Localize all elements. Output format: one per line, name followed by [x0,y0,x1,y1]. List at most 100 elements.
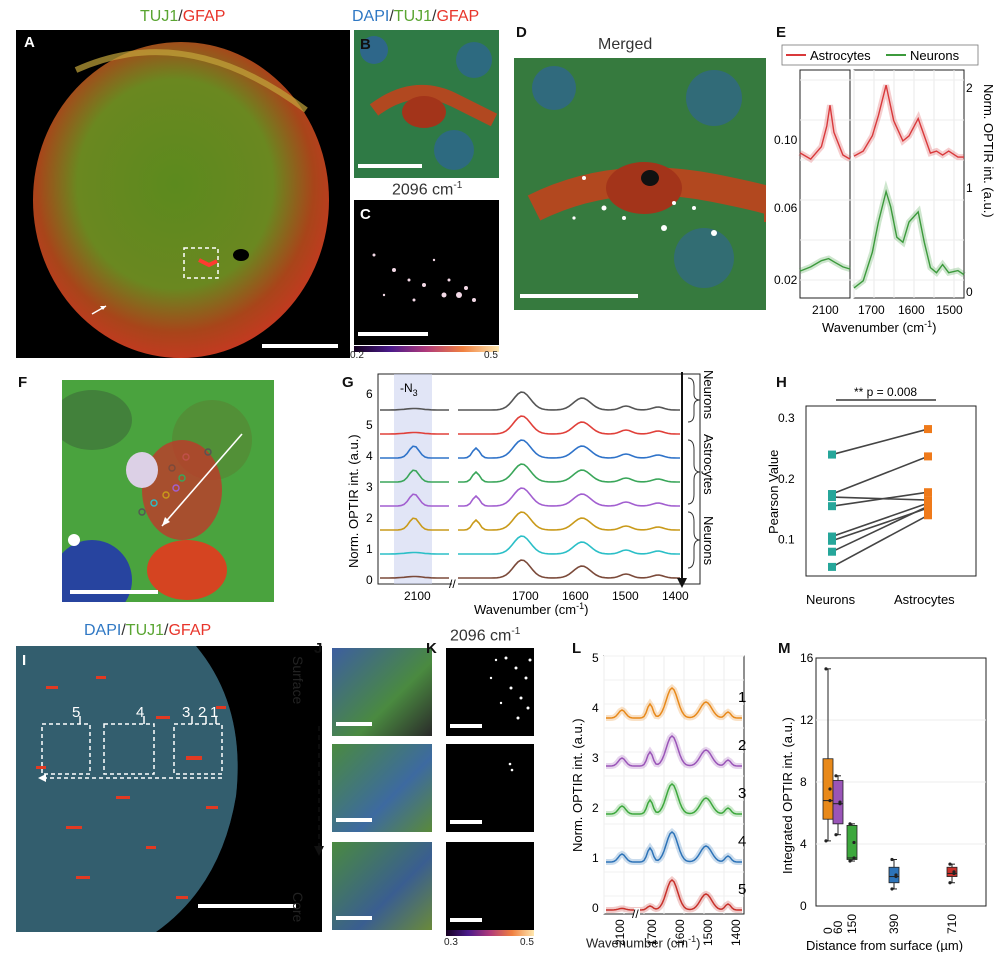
ytick-e-left-0: 0.10 [774,133,798,147]
point-3-3 [894,873,898,877]
ytick-m-8: 8 [800,775,807,789]
colorbar-k [446,930,534,936]
spectrum-5-n3 [380,445,449,459]
ytick-e-left-2: 0.02 [774,273,798,287]
ytick-l-4: 4 [592,701,599,715]
trace-label-4: 4 [738,833,746,850]
panel-k-image-middle [446,744,534,832]
unit-superscript: -1 [511,626,521,637]
boxes-m [822,667,958,891]
scale-bar [262,344,338,348]
panel-k-image-core [446,842,534,930]
point-2-0 [848,859,852,863]
xtick-m-710: 710 [945,914,959,934]
ytick-g-2: 2 [366,511,373,525]
spectrum-1-n3 [380,551,449,555]
stain-tuj1: TUJ1 [140,8,179,25]
panel-letter-i: I [22,652,27,669]
panel-c-title: 2096 cm-1 [392,180,462,199]
point-4-0 [948,881,952,885]
scale-bar [358,332,428,336]
group-label-neurons-top: Neurons [701,370,716,420]
merged-image-d [514,58,766,310]
xtick-g-3: 1500 [612,589,639,603]
ytick-l-1: 1 [592,851,599,865]
panel-letter-j: J [314,640,323,657]
spectrum-7-n3 [380,407,449,411]
panel-letter-h: H [776,374,787,391]
xlabel-e: Wavenumber (cm-1) [822,319,936,335]
xtick-l-1: 1700 [645,919,659,946]
stain-sep: / [164,622,169,639]
panel-letter-e: E [776,24,787,41]
ylabel-m: Integrated OPTIR int. (a.u.) [780,717,795,874]
unit-superscript: -1 [453,180,463,191]
colorbar-min: 0.3 [444,937,458,948]
roi-label-1: 1 [210,704,219,721]
point-neurons-2 [828,493,836,502]
pair-line-3 [831,491,929,507]
ytick-h-0: 0.3 [778,411,795,425]
panel-k-image-surface [446,648,534,736]
ytick-e-left-1: 0.06 [774,201,798,215]
axis-break-bg [634,908,640,918]
ytick-m-0: 0 [800,899,807,913]
point-3-2 [890,857,894,862]
frame-h [805,405,977,577]
xtick-g-1: 1700 [512,589,539,603]
scale-bar [336,722,372,726]
xtick-e-3: 1500 [936,303,963,317]
band-0-right [852,84,964,161]
line-1-left [799,257,851,272]
panel-a-stain-label: TUJ1/GFAP [140,8,225,26]
stain-dapi: DAPI [84,622,122,639]
colorbar-max: 0.5 [520,937,534,948]
ytick-m-12: 12 [800,713,814,727]
xlabel-m: Distance from surface (µm) [806,938,963,952]
ytick-h-2: 0.1 [778,533,795,547]
ylabel-l: Norm. OPTIR int. (a.u.) [570,718,585,852]
panel-k-title: 2096 cm-1 [450,626,520,645]
yticks-h: 0.3 0.2 0.1 [778,411,795,546]
panel-b-image: B [354,30,499,178]
grid-l [603,655,744,914]
ytick-m-16: 16 [800,652,814,665]
point-neurons-7 [828,562,836,571]
scale-bar [450,724,482,728]
pair-line-6 [831,505,929,553]
point-neurons-0 [828,450,836,459]
surface-core-axis [314,726,324,856]
xtick-e-2: 1600 [898,303,925,317]
point-astrocytes-6 [924,502,932,511]
ytick-m-4: 4 [800,837,807,851]
pair-line-0 [831,428,929,456]
point-neurons-6 [828,547,836,556]
colorbar-c [354,346,499,352]
spectrum-l-2 [606,782,742,815]
scale-bar [520,294,638,298]
point-neurons-3 [828,502,836,511]
panel-d-title: Merged [598,36,653,53]
panel-letter-f: F [18,374,28,391]
ytick-e-right-1: 1 [966,181,973,195]
point-2-1 [852,856,856,860]
tissue-section-a [33,42,329,358]
spectrum-4-n3 [380,469,449,483]
colorbar-max: 0.5 [484,350,498,361]
group-label-neurons-bottom: Neurons [701,516,716,566]
xtick-e-1: 1700 [858,303,885,317]
line-0-left [799,105,851,160]
xtick-m-390: 390 [887,914,901,934]
significance-label: ** p = 0.008 [854,385,917,399]
point-1-2 [834,774,838,778]
panel-i-image: I 5 4 3 2 1 [16,646,322,932]
spectrum-0-n3 [380,575,449,579]
panel-letter-k: K [426,640,437,657]
trace-label-3: 3 [738,785,746,802]
stain-dapi: DAPI [352,8,390,25]
point-astrocytes-1 [924,452,932,461]
surface-label: Surface [290,656,306,705]
scale-bar [450,820,482,824]
stain-gfap: GFAP [436,8,480,25]
